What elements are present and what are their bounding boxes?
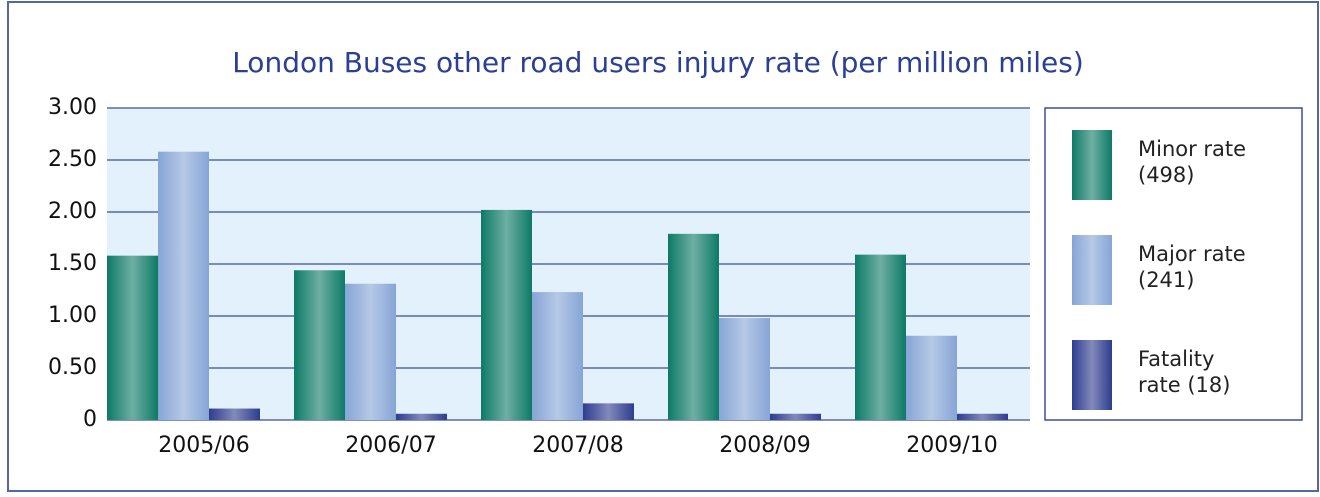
bar [719,318,770,420]
legend-item: Minor rate (498) [1138,137,1247,187]
legend-label: Minor rate (498) [1138,137,1247,187]
chart-title: London Buses other road users injury rat… [232,46,1084,79]
bar [583,403,634,420]
legend-item: Fatality rate (18) [1138,347,1231,397]
y-tick-label: 1.00 [48,303,97,328]
bar [532,292,583,420]
y-tick-label: 2.00 [48,199,97,224]
legend-swatch [1072,235,1112,305]
legend-label: Major rate (241) [1138,242,1246,292]
bar [906,335,957,420]
y-tick-label: 0.50 [48,355,97,380]
bar [294,270,345,420]
bar [396,413,447,420]
legend-label: Fatality rate (18) [1138,347,1231,397]
y-tick-label: 1.50 [48,251,97,276]
y-tick-label: 0 [83,407,97,432]
bar [855,254,906,420]
x-tick-label: 2006/07 [345,433,436,458]
bar [345,283,396,420]
bar [158,151,209,420]
x-tick-label: 2005/06 [158,433,249,458]
x-tick-label: 2009/10 [906,433,997,458]
x-tick-label: 2008/09 [719,433,810,458]
bar [957,413,1008,420]
legend-item: Major rate (241) [1138,242,1246,292]
legend-swatch [1072,340,1112,410]
bar [770,413,821,420]
bar [481,209,532,420]
y-tick-label: 2.50 [48,147,97,172]
bar [668,233,719,420]
bar [107,255,158,420]
y-tick-label: 3.00 [48,95,97,120]
x-tick-label: 2007/08 [532,433,623,458]
legend-swatch [1072,130,1112,200]
bar [209,408,260,420]
